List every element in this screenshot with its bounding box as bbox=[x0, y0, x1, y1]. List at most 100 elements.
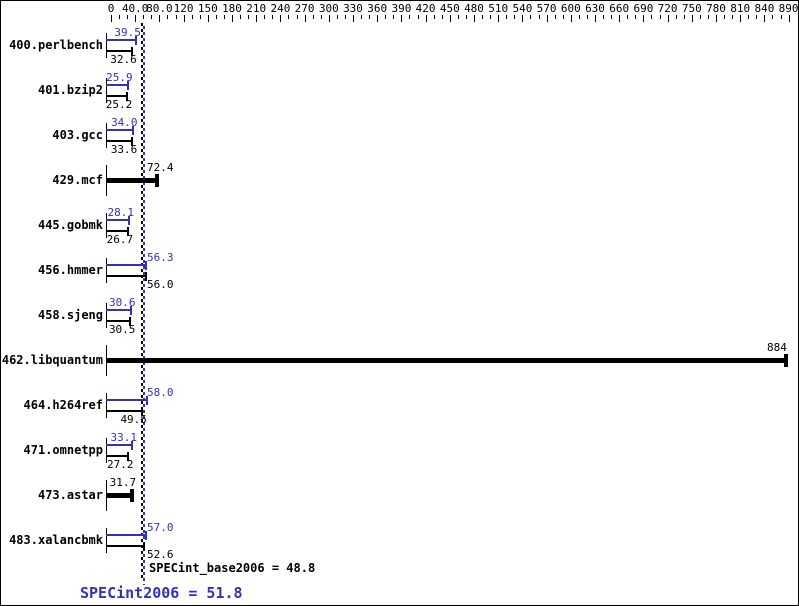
base-bar-cap bbox=[127, 452, 130, 461]
axis-tick-label: 720 bbox=[657, 2, 678, 15]
axis-tick bbox=[304, 15, 306, 22]
peak-bar bbox=[106, 264, 146, 266]
row-bracket bbox=[106, 123, 107, 148]
axis-tick bbox=[425, 15, 427, 22]
peak-value: 25.9 bbox=[106, 71, 133, 84]
axis-tick bbox=[691, 15, 693, 22]
base-bar-cap bbox=[140, 407, 143, 416]
axis-tick-label: 40.0 bbox=[121, 2, 149, 15]
base-bar bbox=[106, 545, 143, 547]
axis-tick-label: 270 bbox=[294, 2, 315, 15]
row-bracket bbox=[106, 213, 107, 238]
axis-tick bbox=[683, 15, 685, 19]
axis-tick-label: 570 bbox=[536, 2, 557, 15]
axis-tick bbox=[546, 15, 548, 22]
axis-tick bbox=[522, 15, 524, 22]
axis-tick bbox=[191, 15, 193, 19]
peak-value: 34.0 bbox=[111, 116, 138, 129]
axis-tick bbox=[465, 15, 467, 19]
peak-bar-cap bbox=[145, 261, 148, 270]
axis-tick bbox=[716, 15, 717, 22]
axis-tick-label: 240 bbox=[270, 2, 291, 15]
axis-tick bbox=[707, 15, 709, 19]
axis-tick bbox=[699, 15, 701, 19]
peak-bar-cap bbox=[134, 36, 137, 45]
benchmark-label: 400.perlbench bbox=[9, 38, 103, 52]
axis-tick bbox=[595, 15, 596, 22]
axis-tick bbox=[490, 15, 492, 19]
peak-value: 30.6 bbox=[109, 296, 136, 309]
peak-bar-cap bbox=[129, 306, 132, 315]
axis-tick bbox=[651, 15, 653, 19]
axis-tick bbox=[449, 15, 451, 22]
base-value: 884 bbox=[766, 341, 787, 354]
axis-tick bbox=[474, 15, 475, 22]
base-bar-cap bbox=[131, 137, 134, 146]
base-bar bbox=[106, 410, 141, 412]
axis-tick bbox=[272, 15, 274, 19]
peak-bar bbox=[106, 444, 132, 446]
base-bar-cap bbox=[144, 272, 147, 281]
axis-tick bbox=[175, 15, 177, 19]
benchmark-label: 445.gobmk bbox=[37, 218, 103, 232]
peak-bar-cap bbox=[131, 441, 134, 450]
axis-tick-label: 600 bbox=[560, 2, 581, 15]
axis-tick bbox=[183, 15, 185, 22]
base-bar-cap bbox=[127, 227, 130, 236]
axis-tick bbox=[578, 15, 580, 19]
peak-value: 28.1 bbox=[107, 206, 135, 219]
axis-tick bbox=[223, 15, 225, 19]
axis-tick bbox=[207, 15, 209, 22]
axis-tick-label: 80.0 bbox=[146, 2, 173, 15]
axis-tick bbox=[554, 15, 556, 19]
axis-tick bbox=[369, 15, 371, 19]
axis-tick bbox=[586, 15, 588, 19]
base-value: 25.2 bbox=[105, 98, 133, 111]
peak-bar-cap bbox=[128, 216, 130, 225]
axis-tick bbox=[320, 15, 322, 19]
peak-bar bbox=[106, 309, 130, 311]
axis-tick bbox=[756, 15, 758, 19]
base-value: 27.2 bbox=[106, 458, 134, 471]
base-summary-text: SPECint_base2006 = 48.8 bbox=[149, 561, 316, 575]
axis-tick bbox=[409, 15, 411, 19]
peak-value: 57.0 bbox=[147, 521, 174, 534]
base-bar bbox=[106, 358, 784, 363]
axis-tick-label: 660 bbox=[609, 2, 630, 15]
base-bar-cap bbox=[130, 489, 135, 502]
axis-tick-label: 120 bbox=[173, 2, 194, 15]
peak-value: 58.0 bbox=[147, 386, 174, 399]
axis-tick bbox=[296, 15, 298, 19]
axis-tick bbox=[441, 15, 443, 19]
axis-tick bbox=[514, 15, 516, 19]
peak-value: 33.1 bbox=[110, 431, 138, 444]
axis-tick-label: 0 bbox=[107, 2, 115, 15]
benchmark-label: 464.h264ref bbox=[23, 398, 103, 412]
row-bracket bbox=[106, 258, 107, 283]
axis-tick-label: 540 bbox=[512, 2, 533, 15]
base-value: 32.6 bbox=[110, 53, 137, 66]
axis-tick bbox=[732, 15, 734, 19]
axis-tick bbox=[151, 15, 153, 19]
axis-tick-label: 180 bbox=[222, 2, 242, 15]
base-value: 31.7 bbox=[109, 476, 137, 489]
base-bar bbox=[106, 230, 128, 232]
axis-tick bbox=[530, 15, 532, 19]
axis-tick-label: 360 bbox=[367, 2, 388, 15]
axis-tick bbox=[127, 15, 129, 19]
axis-tick-label: 450 bbox=[439, 2, 460, 15]
axis-tick-label: 690 bbox=[633, 2, 654, 15]
peak-bar bbox=[106, 39, 135, 41]
axis-tick-label: 210 bbox=[246, 2, 267, 15]
axis-tick-label: 750 bbox=[681, 2, 702, 15]
axis-tick bbox=[538, 15, 540, 19]
base-bar bbox=[106, 95, 127, 97]
row-bracket bbox=[106, 438, 107, 463]
axis-tick-label: 810 bbox=[730, 2, 751, 15]
axis-tick bbox=[498, 15, 500, 22]
base-value: 52.6 bbox=[147, 548, 174, 561]
base-value: 72.4 bbox=[147, 161, 174, 174]
axis-tick bbox=[240, 15, 242, 19]
axis-tick bbox=[280, 15, 282, 22]
peak-bar bbox=[106, 129, 132, 131]
